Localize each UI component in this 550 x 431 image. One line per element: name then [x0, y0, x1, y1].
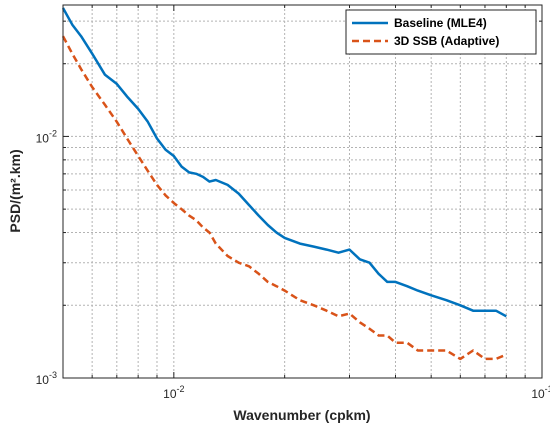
series-line-1 [61, 7, 507, 318]
legend: Baseline (MLE4) 3D SSB (Adaptive) [345, 9, 537, 55]
y-axis-label: PSD/(m².km) [7, 149, 23, 232]
legend-box [345, 9, 537, 55]
x-axis-label: Wavenumber (cpkm) [233, 407, 370, 423]
x-tick-label: 10-2 [163, 384, 184, 401]
series-lines [61, 7, 507, 361]
y-tick-label: 10-3 [36, 370, 57, 387]
legend-label-2: 3D SSB (Adaptive) [394, 34, 499, 48]
axis-ticks: 10-2 10-1 10-3 10-2 [36, 5, 550, 401]
legend-label-1: Baseline (MLE4) [394, 16, 487, 30]
y-tick-label: 10-2 [36, 128, 57, 145]
plot-frame [62, 4, 543, 379]
x-tick-label: 10-1 [531, 384, 550, 401]
series-line-2 [61, 35, 507, 361]
